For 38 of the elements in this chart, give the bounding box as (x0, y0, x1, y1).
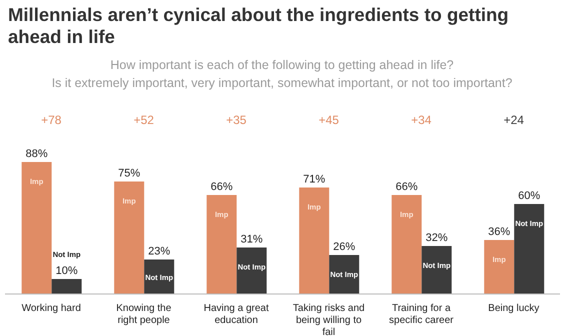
text: +24 (504, 113, 524, 127)
text: +45 (318, 113, 340, 127)
bar (206, 195, 237, 294)
bar (236, 248, 267, 294)
text: +78 (41, 113, 62, 127)
x-tick-label: Knowing the right people (116, 303, 172, 326)
data-label: 23% (148, 246, 170, 258)
x-tick-label: Working hard (22, 303, 81, 314)
chart-subtitle: How important is each of the following to getting ahead in life? Is it extremely important, very important, somewhat important, or not too important? (50, 57, 514, 92)
data-label: 88% (26, 148, 48, 160)
bar (514, 204, 544, 294)
data-label: 66% (210, 181, 233, 193)
text: +35 (226, 113, 247, 127)
chart-title: Millennials aren’t cynical about the ingredients to getting ahead in life (8, 4, 510, 48)
bar (484, 240, 514, 294)
x-tick-label: Training for a specific career (389, 303, 454, 326)
bar (422, 246, 452, 294)
x-tick-label: Taking risks and being willing to fail (292, 303, 365, 336)
data-label: 26% (333, 241, 356, 253)
data-label: 10% (56, 265, 78, 277)
data-label: 32% (426, 232, 448, 244)
bar (299, 188, 330, 294)
data-label: 66% (396, 181, 418, 193)
text: +34 (411, 113, 432, 127)
x-tick-label: Having a great education (204, 303, 269, 326)
bar (329, 255, 360, 294)
text: +52 (134, 113, 154, 127)
bar (22, 162, 52, 294)
bar (52, 279, 82, 294)
data-label: 71% (303, 174, 326, 186)
bar (144, 260, 174, 294)
x-tick-label: Being lucky (488, 303, 540, 314)
data-label: 36% (488, 226, 510, 238)
bar (114, 182, 144, 294)
data-label: 31% (240, 234, 263, 246)
data-label: 60% (518, 190, 540, 202)
bar (392, 195, 422, 294)
data-label: 75% (118, 168, 140, 180)
